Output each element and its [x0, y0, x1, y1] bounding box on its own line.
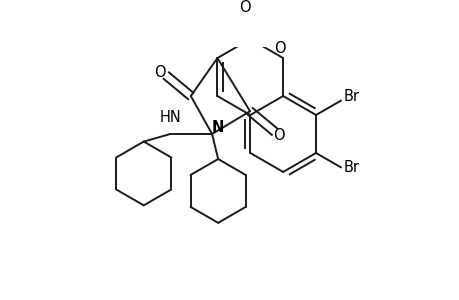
Text: O: O [273, 128, 284, 143]
Text: Br: Br [342, 88, 358, 104]
Text: O: O [154, 65, 166, 80]
Text: Br: Br [342, 160, 358, 175]
Text: N: N [212, 120, 224, 135]
Text: HN: HN [159, 110, 181, 125]
Text: O: O [239, 0, 250, 15]
Text: O: O [274, 41, 285, 56]
